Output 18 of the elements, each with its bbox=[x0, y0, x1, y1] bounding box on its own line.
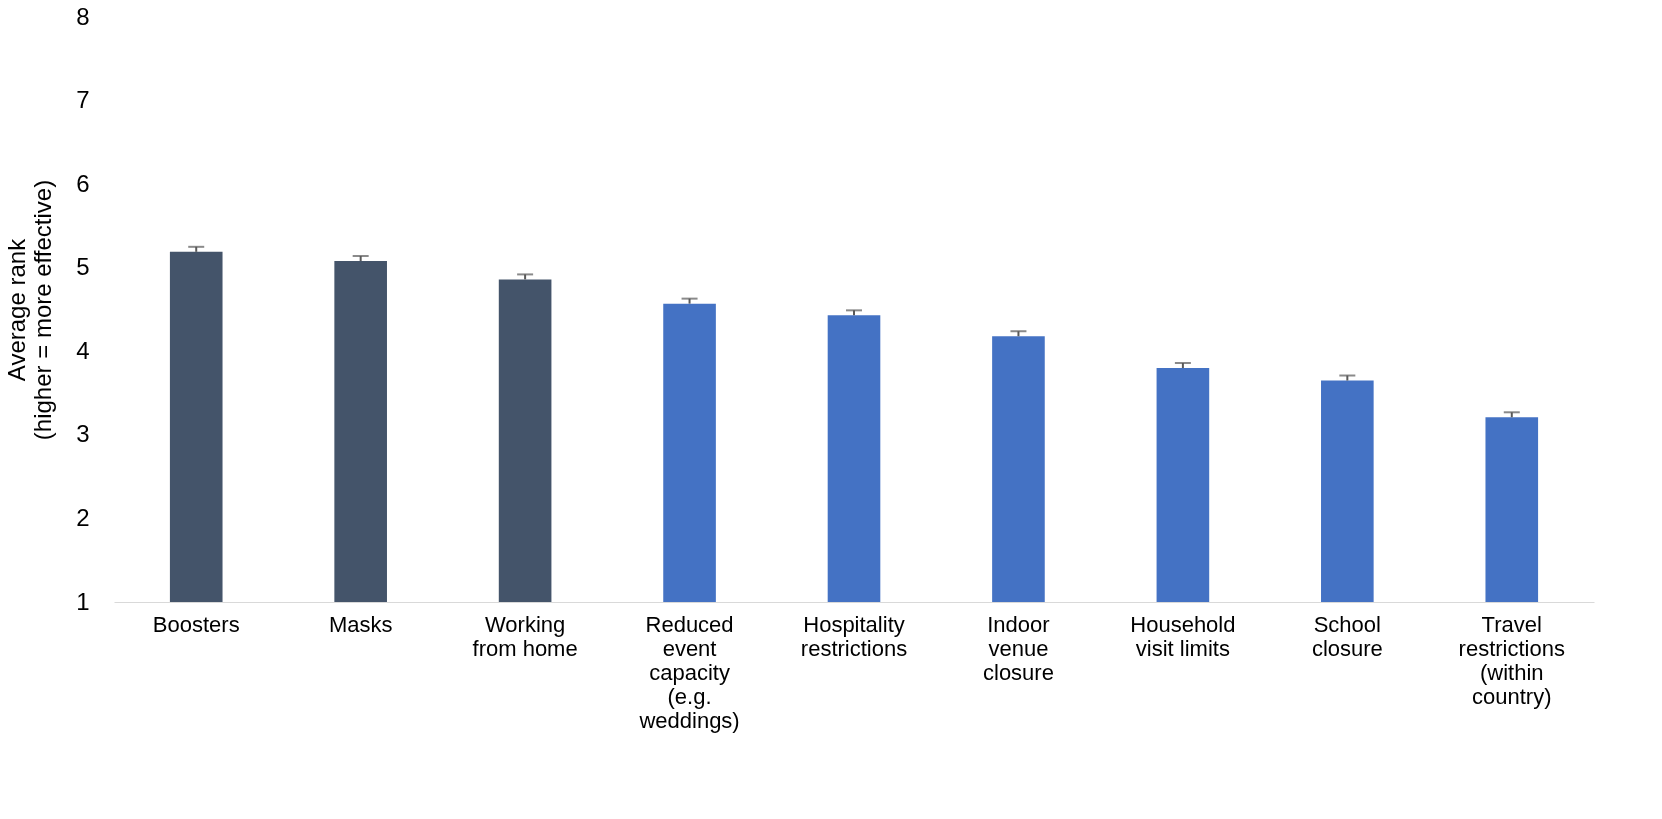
x-tick-label: Indoor venue closure bbox=[982, 611, 1054, 685]
x-tick-label: Masks bbox=[328, 611, 393, 637]
y-tick-label: 4 bbox=[76, 336, 90, 364]
x-tick-label: Reduced event capacity (e.g. weddings) bbox=[638, 611, 740, 733]
x-tick-label: Household visit limits bbox=[1130, 611, 1236, 661]
y-axis-title: Average rank (higher = more effective) bbox=[3, 179, 57, 441]
x-tick-label: Hospitality restrictions bbox=[800, 611, 908, 661]
x-tick-label: Working from home bbox=[472, 611, 578, 661]
x-tick-label: Travel restrictions (within country) bbox=[1458, 611, 1565, 709]
y-tick-label: 5 bbox=[76, 253, 90, 281]
x-tick-label: Boosters bbox=[152, 611, 240, 637]
x-tick-label: School closure bbox=[1311, 611, 1383, 661]
y-tick-label: 1 bbox=[76, 587, 90, 615]
y-tick-label: 7 bbox=[76, 86, 90, 114]
y-tick-label: 3 bbox=[76, 420, 90, 448]
y-tick-label: 6 bbox=[76, 169, 90, 197]
y-tick-label: 8 bbox=[76, 2, 90, 30]
y-tick-label: 2 bbox=[76, 503, 90, 531]
